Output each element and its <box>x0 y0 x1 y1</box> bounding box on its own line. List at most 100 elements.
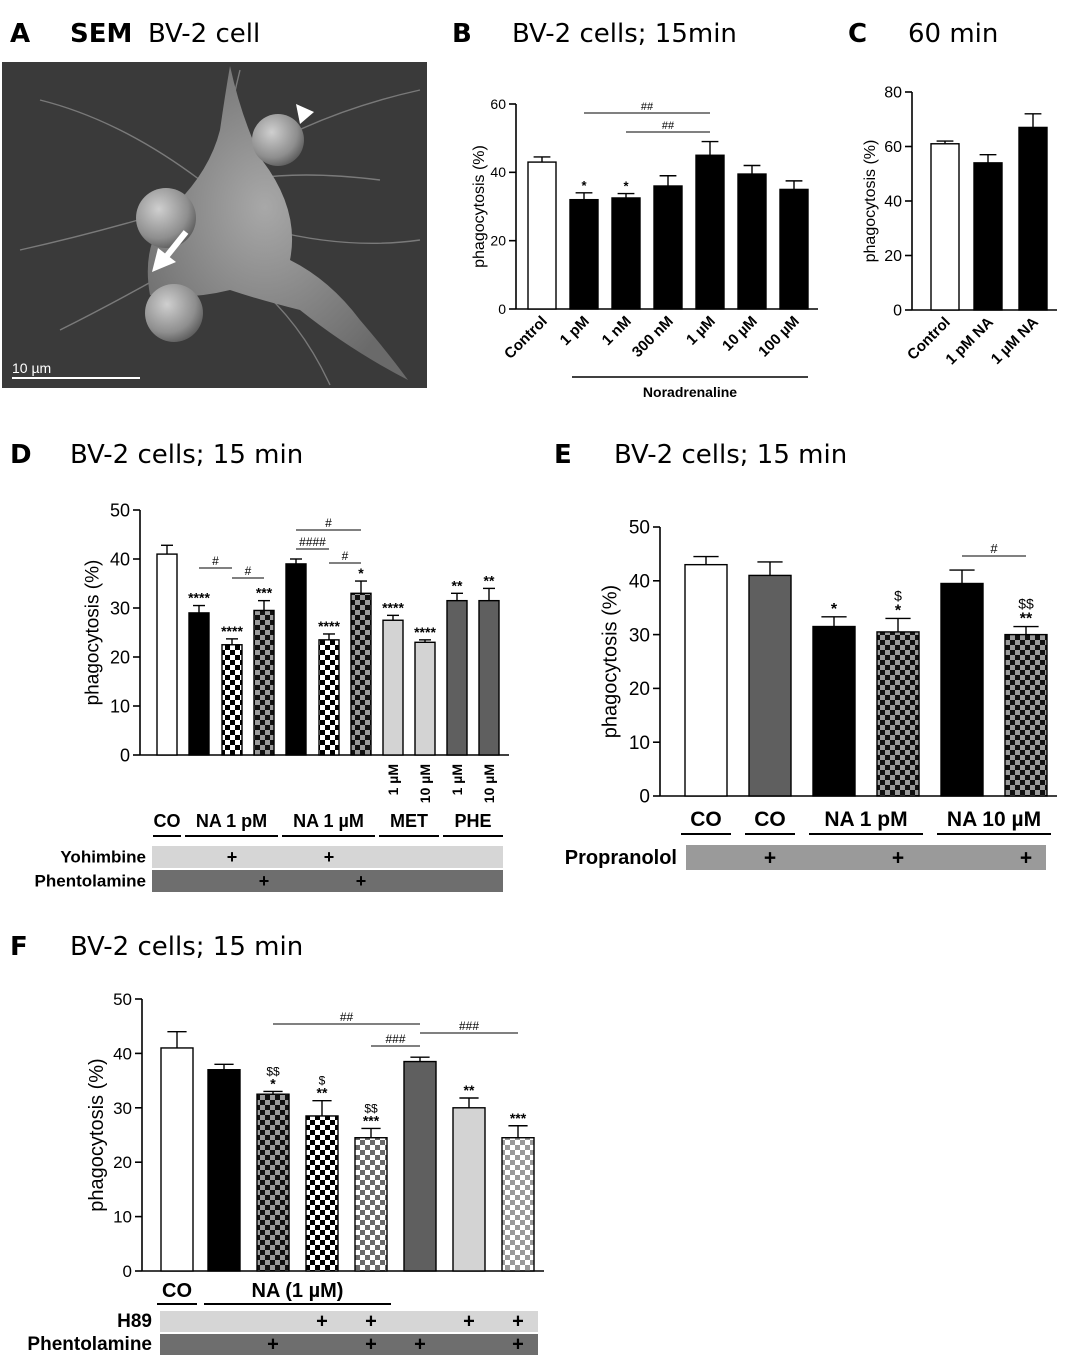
y-tick-label: 30 <box>110 598 130 618</box>
group-label: Noradrenaline <box>643 384 737 400</box>
comparison-label: ## <box>340 1010 354 1024</box>
dose-label: 1 µM <box>449 764 465 795</box>
y-tick-label: 20 <box>884 248 902 265</box>
significance-stars: ** <box>317 1085 328 1101</box>
significance-stars: * <box>623 179 629 194</box>
treatment-row-band <box>686 845 1046 870</box>
group-label: NA (1 µM) <box>252 1280 344 1302</box>
bar <box>354 1137 388 1272</box>
bar <box>350 592 372 756</box>
bar <box>876 631 920 797</box>
significance-stars: *** <box>363 1112 380 1128</box>
panel-label-d: D <box>10 440 32 470</box>
panel-f-title: BV-2 cells; 15 min <box>70 932 303 962</box>
treatment-plus-marker: + <box>267 1333 279 1355</box>
group-label: NA 1 pM <box>824 808 907 831</box>
chart-b: 0 20 40 60 phagocytosis (%) * * Control 1 pM 1 nM… <box>471 96 818 400</box>
significance-stars: * <box>270 1075 276 1091</box>
bar <box>748 574 792 797</box>
treatment-row-band <box>160 1311 538 1332</box>
sem-bead <box>136 188 196 248</box>
sem-bead <box>252 114 304 166</box>
significance-stars: * <box>895 602 902 619</box>
group-label: NA 1 pM <box>196 811 267 831</box>
significance-stars: ** <box>1020 611 1033 628</box>
bar <box>305 1115 339 1272</box>
bar <box>1018 126 1048 311</box>
bar <box>318 639 340 756</box>
significance-stars: ** <box>484 572 495 588</box>
significance-stars: **** <box>414 624 436 640</box>
bar <box>253 609 275 756</box>
y-tick-label: 40 <box>884 194 902 211</box>
panel-d-title: BV-2 cells; 15 min <box>70 440 303 470</box>
y-tick-label: 30 <box>629 625 650 646</box>
treatment-row-label: Phentolamine <box>35 872 146 891</box>
category-label: Control <box>501 313 551 363</box>
y-tick-label: 0 <box>639 787 650 808</box>
y-tick-label: 20 <box>490 233 506 249</box>
significance-stars: **** <box>318 618 340 634</box>
bar <box>256 1093 290 1272</box>
bar <box>156 553 178 756</box>
bar <box>695 154 725 310</box>
comparison-label: # <box>342 549 349 563</box>
bar <box>1004 633 1048 797</box>
comparison-label: #### <box>299 535 326 549</box>
treatment-plus-marker: + <box>259 871 270 891</box>
comparison-label: ### <box>459 1019 479 1033</box>
scale-bar-label: 10 µm <box>12 360 51 376</box>
significance-dollars: $$ <box>266 1064 280 1078</box>
bar <box>812 625 856 797</box>
treatment-plus-marker: + <box>356 871 367 891</box>
panel-e-title: BV-2 cells; 15 min <box>614 440 847 470</box>
significance-dollars: $ <box>319 1074 326 1088</box>
bar <box>478 599 500 756</box>
dose-label: 10 µM <box>481 764 497 803</box>
sem-bead <box>145 284 203 342</box>
treatment-plus-marker: + <box>227 847 238 867</box>
treatment-plus-marker: + <box>512 1310 524 1332</box>
treatment-plus-marker: + <box>1020 847 1032 870</box>
treatment-plus-marker: + <box>324 847 335 867</box>
y-tick-label: 0 <box>120 745 130 765</box>
y-tick-label: 0 <box>123 1262 132 1281</box>
y-axis-label: phagocytosis (%) <box>862 140 879 263</box>
arrowhead-marker-icon <box>296 104 314 124</box>
significance-stars: * <box>831 601 838 618</box>
bar <box>403 1060 437 1272</box>
panel-label-b: B <box>452 19 472 49</box>
bar <box>207 1069 241 1272</box>
category-label: 1 µM NA <box>988 314 1042 368</box>
treatment-plus-marker: + <box>512 1333 524 1355</box>
significance-stars: *** <box>510 1110 527 1126</box>
bar <box>382 619 404 756</box>
significance-stars: ** <box>464 1082 475 1098</box>
panel-label-e: E <box>554 440 572 470</box>
significance-stars: **** <box>382 599 404 615</box>
y-tick-label: 50 <box>113 990 132 1009</box>
treatment-plus-marker: + <box>463 1310 475 1332</box>
y-axis-label: phagocytosis (%) <box>471 145 488 268</box>
y-tick-label: 0 <box>498 301 506 317</box>
comparison-label: # <box>325 516 332 530</box>
panel-b-title: BV-2 cells; 15min <box>512 19 737 49</box>
bar <box>930 143 960 311</box>
bar <box>414 641 436 756</box>
treatment-row-band <box>160 1334 538 1355</box>
y-tick-label: 40 <box>110 549 130 569</box>
significance-dollars: $ <box>894 587 902 603</box>
bar <box>501 1137 535 1272</box>
y-tick-label: 40 <box>113 1044 132 1063</box>
significance-stars: *** <box>256 585 273 601</box>
category-label: 1 µM <box>683 313 719 349</box>
bar <box>160 1047 194 1272</box>
group-label: CO <box>690 808 722 831</box>
bar <box>285 563 307 756</box>
dose-label: 10 µM <box>417 764 433 803</box>
category-label: 300 nM <box>629 313 677 361</box>
group-label: NA 1 µM <box>293 811 364 831</box>
group-label: PHE <box>454 811 491 831</box>
significance-dollars: $$ <box>1018 596 1034 612</box>
